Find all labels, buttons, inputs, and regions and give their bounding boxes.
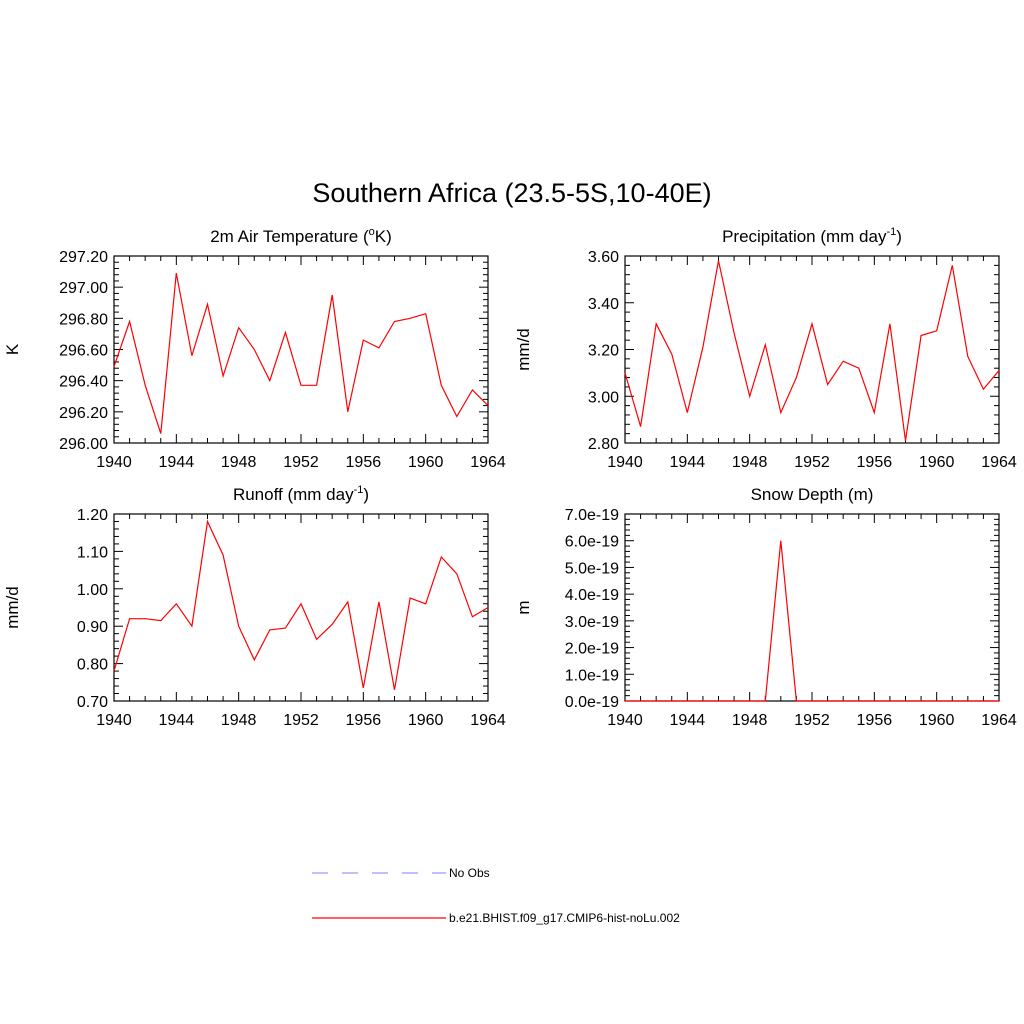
y-tick-label: 297.00 [59,280,108,297]
y-tick-label: 2.0e-19 [565,641,619,658]
panel-title-text-end: ) [363,485,369,504]
series-line-1 [113,519,489,690]
panel-title: Precipitation (mm day-1) [722,226,902,246]
plot-frame [624,255,1000,444]
x-tick-label: 1940 [96,712,132,729]
y-tick-label: 3.20 [588,343,619,360]
x-tick-label: 1964 [470,454,506,471]
x-tick-label: 1948 [732,454,768,471]
y-tick-label: 0.90 [77,619,108,636]
series-line-1 [113,272,489,434]
x-tick-label: 1956 [346,454,382,471]
panel-title: Runoff (mm day-1) [233,484,369,504]
x-tick-label: 1960 [408,712,444,729]
chart-panel-3: 1940 1944 1948 1952 1956 1960 1964 0.70 0.80 0.90… [3,484,506,729]
y-tick-label: 4.0e-19 [565,587,619,604]
x-tick-label: 1952 [794,454,830,471]
legend-label-2: b.e21.BHIST.f09_g17.CMIP6-hist-noLu.002 [449,911,680,925]
y-tick-label: 1.00 [77,582,108,599]
x-tick-label: 1952 [794,712,830,729]
panels: 1940 1944 1948 1952 1956 1960 1964 296.00 296.20… [3,226,1017,729]
panel-title-text: 2m Air Temperature ( [210,227,369,246]
plot-frame [113,255,489,444]
x-tick-label: 1948 [221,712,257,729]
y-tick-label: 3.60 [588,249,619,266]
y-tick-label: 296.00 [59,436,108,453]
y-tick-label: 0.80 [77,657,108,674]
x-tick-label: 1940 [607,454,643,471]
y-axis-label: m [514,600,533,614]
x-tick-label: 1956 [857,712,893,729]
y-tick-label: 3.40 [588,296,619,313]
panel-title-superscript: o [369,226,375,238]
figure-title: Southern Africa (23.5-5S,10-40E) [312,178,711,208]
x-tick-label: 1960 [919,454,955,471]
y-tick-label: 296.60 [59,343,108,360]
series-line-1 [624,260,1000,441]
y-tick-label: 0.70 [77,694,108,711]
chart-panel-4: 1940 1944 1948 1952 1956 1960 1964 0.0e-19 1.0e-… [514,485,1017,729]
y-tick-label: 296.80 [59,311,108,328]
y-tick-label: 7.0e-19 [565,507,619,524]
y-tick-label: 1.20 [77,507,108,524]
panel-title: 2m Air Temperature (oK) [210,226,392,246]
y-tick-label: 1.10 [77,544,108,561]
x-tick-label: 1952 [283,454,319,471]
panel-title-text: Runoff (mm day [233,485,354,504]
x-tick-label: 1940 [96,454,132,471]
y-tick-label: 6.0e-19 [565,534,619,551]
legend: No Obs b.e21.BHIST.f09_g17.CMIP6-hist-noL… [312,866,680,925]
x-tick-label: 1952 [283,712,319,729]
y-axis-label: mm/d [514,328,533,371]
y-tick-label: 3.0e-19 [565,614,619,631]
y-tick-label: 5.0e-19 [565,560,619,577]
x-tick-label: 1940 [607,712,643,729]
panel-title-text-end: K) [375,227,392,246]
chart-panel-2: 1940 1944 1948 1952 1956 1960 1964 2.80 3.00 3.20… [514,226,1017,471]
x-tick-label: 1944 [670,712,706,729]
y-tick-label: 2.80 [588,436,619,453]
y-tick-label: 296.40 [59,374,108,391]
plot-frame [624,513,1000,702]
plot-frame [113,513,489,702]
chart-panel-1: 1940 1944 1948 1952 1956 1960 1964 296.00 296.20… [3,226,506,471]
series-line-1 [625,540,999,702]
x-tick-label: 1956 [346,712,382,729]
x-tick-label: 1960 [408,454,444,471]
x-tick-label: 1948 [732,712,768,729]
legend-label-1: No Obs [449,866,490,880]
x-tick-label: 1944 [159,454,195,471]
y-tick-label: 3.00 [588,389,619,406]
panel-title-superscript: -1 [354,484,364,496]
y-tick-label: 1.0e-19 [565,667,619,684]
x-tick-label: 1964 [470,712,506,729]
panel-title-superscript: -1 [886,226,896,238]
panel-title: Snow Depth (m) [751,485,874,504]
panel-title-text: Precipitation (mm day [722,227,887,246]
x-tick-label: 1964 [981,454,1017,471]
y-tick-label: 296.20 [59,405,108,422]
x-tick-label: 1944 [159,712,195,729]
y-tick-label: 297.20 [59,249,108,266]
x-tick-label: 1960 [919,712,955,729]
y-axis-label: K [3,343,22,355]
x-tick-label: 1956 [857,454,893,471]
x-tick-label: 1964 [981,712,1017,729]
x-tick-label: 1948 [221,454,257,471]
y-axis-label: mm/d [3,586,22,629]
panel-title-text: Snow Depth (m) [751,485,874,504]
panel-title-text-end: ) [896,227,902,246]
y-tick-label: 0.0e-19 [565,694,619,711]
x-tick-label: 1944 [670,454,706,471]
